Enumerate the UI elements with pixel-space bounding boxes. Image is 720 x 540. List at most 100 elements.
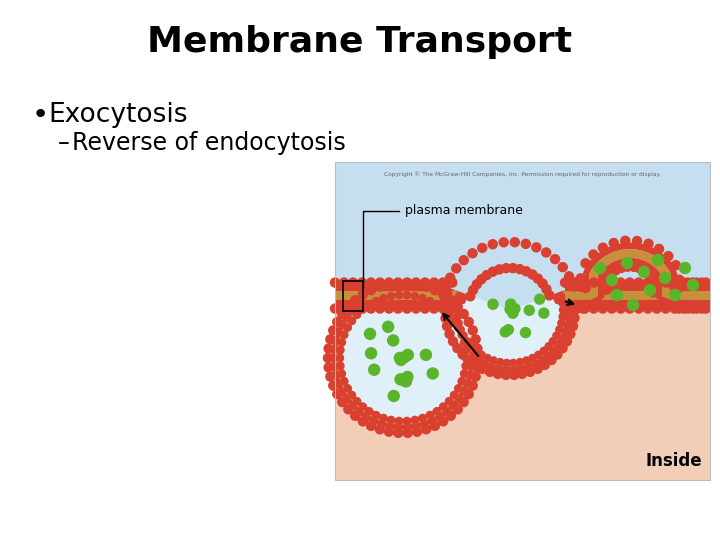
Circle shape (522, 267, 531, 276)
Text: Reverse of endocytosis: Reverse of endocytosis (72, 131, 346, 155)
Circle shape (478, 351, 485, 358)
Circle shape (394, 279, 402, 288)
Bar (335, 162, 710, 480)
Circle shape (534, 274, 542, 283)
Circle shape (375, 282, 384, 291)
Circle shape (395, 353, 405, 363)
Circle shape (464, 275, 471, 282)
Circle shape (348, 278, 358, 287)
Circle shape (558, 262, 567, 272)
Circle shape (510, 238, 519, 247)
Circle shape (412, 304, 420, 313)
Circle shape (445, 329, 454, 339)
Circle shape (387, 335, 399, 346)
Circle shape (558, 320, 564, 327)
Circle shape (570, 278, 578, 287)
Circle shape (459, 397, 468, 407)
Circle shape (563, 304, 572, 313)
Circle shape (526, 367, 534, 376)
Circle shape (562, 337, 572, 346)
Circle shape (473, 363, 482, 372)
Circle shape (471, 372, 480, 381)
Circle shape (493, 369, 503, 379)
Circle shape (431, 421, 439, 430)
Circle shape (679, 304, 688, 313)
Circle shape (503, 254, 510, 261)
Circle shape (458, 377, 465, 384)
Circle shape (343, 298, 463, 418)
Circle shape (478, 364, 487, 373)
Circle shape (387, 416, 395, 423)
Circle shape (564, 272, 574, 281)
Circle shape (454, 307, 461, 314)
Circle shape (670, 304, 679, 313)
Circle shape (384, 427, 393, 436)
Circle shape (394, 304, 402, 313)
Circle shape (484, 259, 491, 266)
Circle shape (403, 428, 413, 437)
Circle shape (545, 291, 554, 300)
Circle shape (364, 328, 376, 339)
Circle shape (497, 359, 503, 366)
Circle shape (344, 302, 353, 311)
Text: Membrane Transport: Membrane Transport (148, 25, 572, 59)
Circle shape (628, 300, 639, 310)
Circle shape (341, 377, 348, 384)
Circle shape (580, 304, 589, 313)
Circle shape (430, 278, 438, 287)
Circle shape (358, 278, 366, 287)
Circle shape (634, 304, 643, 313)
Circle shape (337, 362, 344, 369)
Circle shape (607, 278, 616, 287)
Circle shape (329, 381, 338, 390)
Circle shape (634, 278, 643, 287)
Circle shape (629, 262, 638, 271)
Circle shape (697, 304, 706, 313)
Circle shape (468, 381, 477, 390)
Polygon shape (335, 244, 710, 293)
Circle shape (662, 301, 670, 310)
Circle shape (598, 278, 607, 287)
Circle shape (510, 254, 517, 261)
Circle shape (693, 278, 701, 287)
Circle shape (490, 256, 497, 263)
Circle shape (413, 427, 421, 436)
Circle shape (576, 274, 585, 283)
Circle shape (485, 244, 495, 253)
Circle shape (621, 258, 632, 268)
Circle shape (454, 313, 461, 320)
Circle shape (446, 273, 455, 282)
Circle shape (443, 322, 451, 330)
Circle shape (422, 425, 431, 434)
Circle shape (420, 349, 431, 360)
Circle shape (488, 267, 498, 276)
Circle shape (427, 368, 438, 379)
Circle shape (438, 290, 448, 299)
Text: –: – (58, 131, 70, 155)
Circle shape (518, 369, 526, 379)
Circle shape (441, 284, 450, 292)
Circle shape (505, 304, 515, 314)
Circle shape (388, 390, 399, 402)
Circle shape (358, 304, 366, 313)
Circle shape (323, 354, 333, 362)
Circle shape (535, 294, 544, 304)
Circle shape (644, 239, 653, 248)
Circle shape (366, 286, 376, 295)
Circle shape (495, 265, 504, 274)
Bar (335, 162, 710, 295)
Circle shape (529, 354, 536, 361)
Circle shape (569, 322, 577, 330)
Circle shape (398, 352, 410, 363)
Polygon shape (335, 251, 710, 300)
Circle shape (338, 339, 346, 346)
Circle shape (451, 392, 457, 399)
Circle shape (675, 304, 683, 313)
Circle shape (611, 266, 620, 275)
Circle shape (540, 347, 547, 354)
Circle shape (497, 254, 503, 261)
Circle shape (461, 339, 467, 346)
Circle shape (411, 293, 418, 300)
Circle shape (661, 278, 670, 287)
Circle shape (693, 304, 701, 313)
